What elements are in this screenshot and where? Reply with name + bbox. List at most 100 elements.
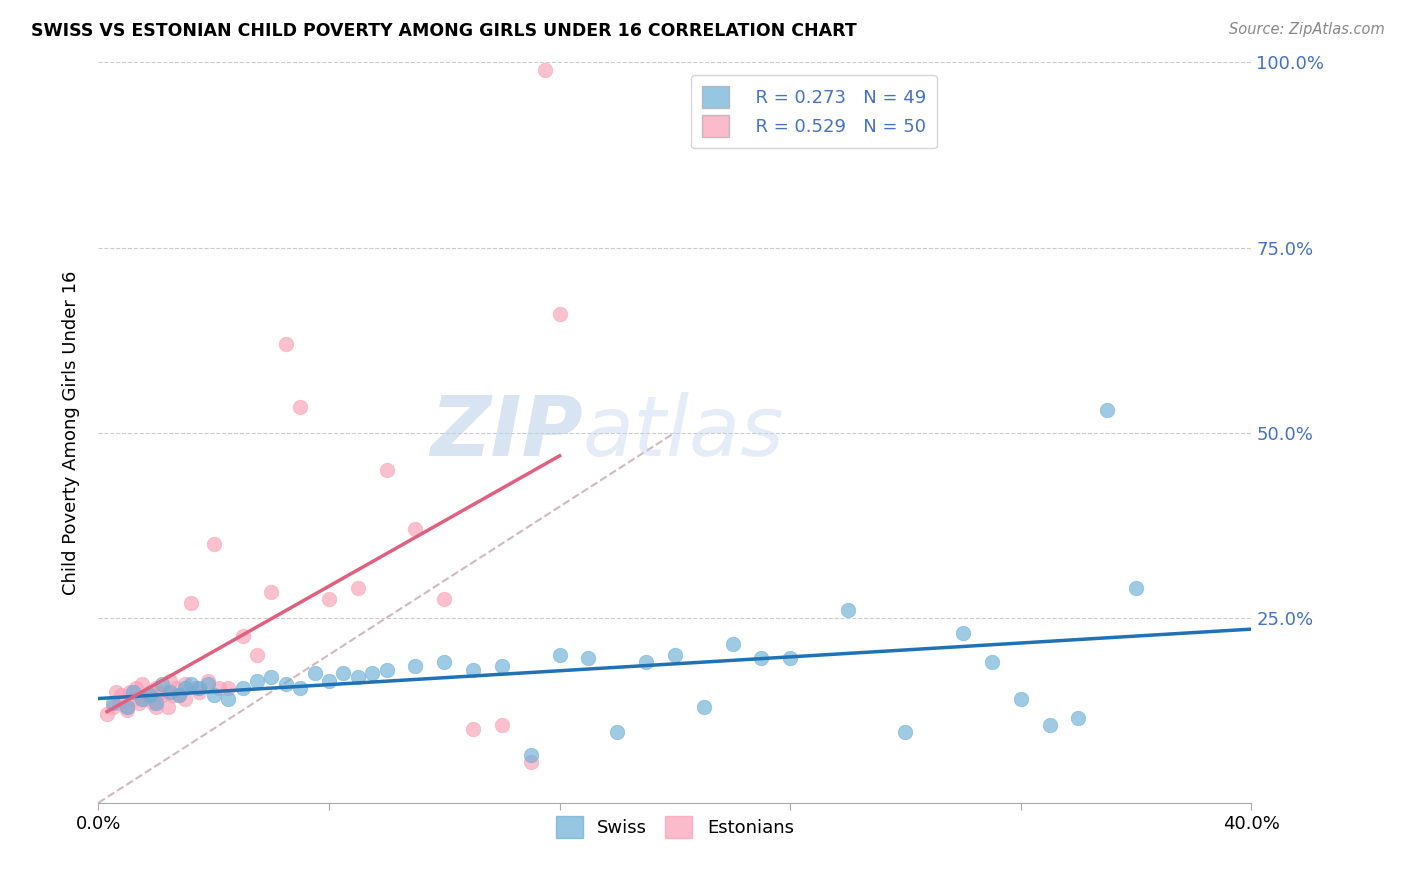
Point bbox=[122, 685, 145, 699]
Point bbox=[117, 703, 139, 717]
Point bbox=[346, 670, 368, 684]
Point bbox=[664, 648, 686, 662]
Y-axis label: Child Poverty Among Girls Under 16: Child Poverty Among Girls Under 16 bbox=[62, 270, 80, 595]
Point bbox=[1010, 692, 1032, 706]
Point bbox=[491, 658, 513, 673]
Point bbox=[145, 681, 167, 695]
Point bbox=[110, 689, 132, 703]
Point bbox=[433, 592, 456, 607]
Point bbox=[145, 699, 167, 714]
Point bbox=[197, 677, 219, 691]
Point bbox=[197, 673, 219, 688]
Point bbox=[180, 596, 202, 610]
Point bbox=[837, 603, 859, 617]
Point bbox=[981, 655, 1004, 669]
Point bbox=[174, 681, 197, 695]
Point bbox=[461, 663, 484, 677]
Point bbox=[461, 722, 484, 736]
Point bbox=[375, 663, 398, 677]
Point bbox=[188, 681, 211, 695]
Point bbox=[136, 689, 159, 703]
Point bbox=[117, 699, 139, 714]
Point bbox=[134, 692, 156, 706]
Point bbox=[148, 686, 170, 700]
Point bbox=[1097, 403, 1119, 417]
Point bbox=[346, 581, 368, 595]
Point bbox=[304, 666, 326, 681]
Text: SWISS VS ESTONIAN CHILD POVERTY AMONG GIRLS UNDER 16 CORRELATION CHART: SWISS VS ESTONIAN CHILD POVERTY AMONG GI… bbox=[31, 22, 856, 40]
Point bbox=[318, 673, 340, 688]
Point bbox=[721, 637, 744, 651]
Point bbox=[180, 677, 202, 691]
Point bbox=[159, 673, 181, 688]
Point bbox=[548, 648, 571, 662]
Point bbox=[636, 655, 658, 669]
Point bbox=[231, 629, 254, 643]
Point bbox=[1067, 711, 1090, 725]
Point bbox=[139, 685, 162, 699]
Point bbox=[520, 755, 543, 769]
Point bbox=[122, 692, 145, 706]
Point bbox=[274, 336, 297, 351]
Point bbox=[217, 692, 239, 706]
Point bbox=[101, 696, 124, 710]
Point bbox=[405, 522, 427, 536]
Point bbox=[1039, 718, 1062, 732]
Point bbox=[156, 699, 179, 714]
Point bbox=[174, 692, 197, 706]
Point bbox=[1125, 581, 1147, 595]
Point bbox=[433, 655, 456, 669]
Point bbox=[606, 725, 628, 739]
Point bbox=[952, 625, 974, 640]
Point bbox=[153, 685, 176, 699]
Point bbox=[162, 689, 184, 703]
Point bbox=[104, 685, 127, 699]
Point bbox=[260, 584, 283, 599]
Point bbox=[120, 685, 142, 699]
Point bbox=[139, 689, 162, 703]
Point bbox=[174, 677, 197, 691]
Legend: Swiss, Estonians: Swiss, Estonians bbox=[548, 809, 801, 846]
Point bbox=[125, 681, 148, 695]
Point bbox=[274, 677, 297, 691]
Point bbox=[361, 666, 384, 681]
Point bbox=[101, 699, 124, 714]
Text: atlas: atlas bbox=[582, 392, 785, 473]
Point bbox=[318, 592, 340, 607]
Point bbox=[96, 706, 118, 721]
Point bbox=[188, 685, 211, 699]
Point bbox=[167, 689, 190, 703]
Point bbox=[202, 536, 225, 550]
Point bbox=[142, 696, 165, 710]
Point bbox=[231, 681, 254, 695]
Point bbox=[117, 699, 139, 714]
Point bbox=[150, 677, 173, 691]
Point bbox=[131, 692, 153, 706]
Point bbox=[405, 658, 427, 673]
Point bbox=[894, 725, 917, 739]
Point bbox=[186, 681, 208, 695]
Point bbox=[208, 681, 231, 695]
Point bbox=[578, 651, 600, 665]
Point bbox=[167, 689, 190, 703]
Point bbox=[217, 681, 239, 695]
Point bbox=[246, 673, 269, 688]
Point bbox=[693, 699, 716, 714]
Point bbox=[751, 651, 773, 665]
Point bbox=[150, 689, 173, 703]
Point bbox=[548, 307, 571, 321]
Point bbox=[165, 681, 187, 695]
Point bbox=[375, 462, 398, 476]
Point bbox=[290, 681, 312, 695]
Point bbox=[128, 696, 150, 710]
Point bbox=[159, 685, 181, 699]
Point bbox=[260, 670, 283, 684]
Point bbox=[534, 62, 557, 77]
Text: Source: ZipAtlas.com: Source: ZipAtlas.com bbox=[1229, 22, 1385, 37]
Point bbox=[779, 651, 801, 665]
Point bbox=[246, 648, 269, 662]
Point bbox=[520, 747, 543, 762]
Point bbox=[131, 677, 153, 691]
Text: ZIP: ZIP bbox=[430, 392, 582, 473]
Point bbox=[202, 689, 225, 703]
